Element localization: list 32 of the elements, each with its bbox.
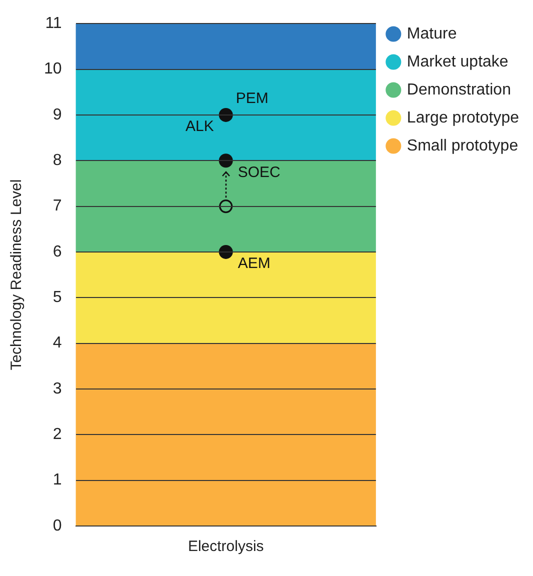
legend-label: Demonstration (406, 81, 511, 98)
bar (76, 24, 376, 70)
y-tick-label: 5 (52, 289, 62, 306)
annotation: ALK (186, 118, 214, 136)
annotation: AEM (238, 255, 270, 272)
x-tick-label: Electrolysis (188, 538, 264, 556)
point (218, 108, 233, 122)
bar (76, 252, 376, 344)
annotation: PEM (236, 90, 268, 108)
y-tick-label: 7 (52, 198, 62, 215)
point (218, 154, 233, 168)
y-tick-label: 8 (52, 152, 62, 170)
point (218, 244, 233, 259)
y-tick-label: 4 (52, 334, 62, 352)
annotation: SOEC (238, 164, 281, 181)
bar (76, 160, 376, 252)
y-tick-label: 6 (52, 243, 62, 260)
y-tick-label: 0 (52, 517, 62, 534)
point (219, 199, 233, 214)
y-tick-label: 2 (52, 426, 62, 444)
bar (76, 342, 376, 526)
legend-label: Small prototype (406, 137, 518, 154)
legend-label: Large prototype (406, 109, 520, 126)
y-tick-label: 1 (52, 472, 62, 489)
y-tick-label: 3 (52, 380, 62, 398)
legend-label: Mature (406, 25, 457, 42)
legend-label: Market uptake (406, 53, 508, 70)
bar (76, 68, 376, 161)
y-tick-label: 9 (52, 106, 62, 124)
y-tick-label: 10 (44, 60, 62, 78)
y-axis-title: Technology Readiness Level (8, 179, 26, 370)
y-tick-label: 11 (45, 15, 62, 32)
